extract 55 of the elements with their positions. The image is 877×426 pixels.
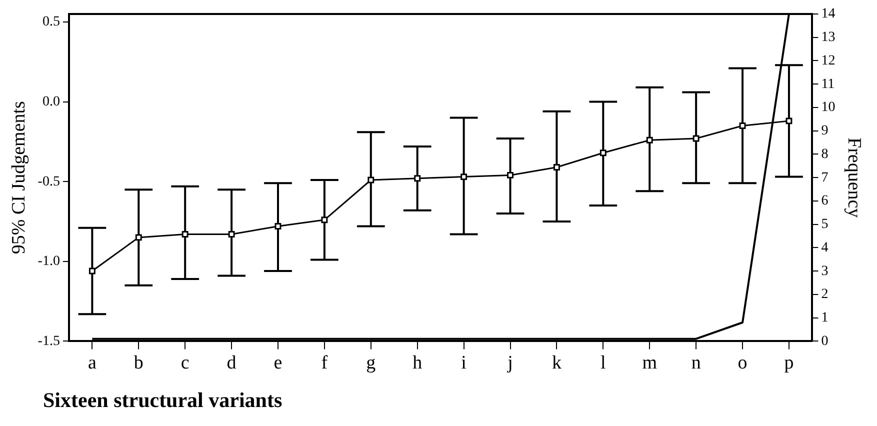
y2-axis-title: Frequency <box>844 138 865 218</box>
y2-tick-label: 8 <box>821 146 828 162</box>
x-tick-label: l <box>600 352 606 374</box>
y2-tick-label: 10 <box>821 100 836 116</box>
x-tick-label: m <box>642 352 658 374</box>
y2-tick-label: 5 <box>821 217 828 232</box>
y2-tick-label: 2 <box>821 287 828 302</box>
x-tick-label: j <box>506 352 513 374</box>
point <box>646 136 653 144</box>
point <box>274 223 282 230</box>
y-tick-label: -1.0 <box>38 254 60 270</box>
y-tick-label: 0.0 <box>42 94 60 110</box>
x-tick-label: b <box>134 352 144 374</box>
x-tick-label: d <box>226 352 237 374</box>
x-tick-label: k <box>552 352 562 374</box>
y2-tick-label: 7 <box>821 170 828 186</box>
point <box>321 216 328 224</box>
x-tick-label: c <box>180 352 190 374</box>
x-tick-label: o <box>738 352 748 374</box>
y2-tick-label: 0 <box>821 334 828 349</box>
point <box>88 268 96 274</box>
y2-tick-label: 3 <box>821 264 828 279</box>
x-tick-label: n <box>691 352 702 374</box>
point <box>692 135 700 142</box>
y-tick-label: -0.5 <box>38 174 60 190</box>
x-tick-label: f <box>321 352 328 374</box>
y2-tick-label: 13 <box>821 30 836 46</box>
point <box>553 164 560 170</box>
point <box>739 122 746 129</box>
point <box>135 234 142 241</box>
x-axis-title: Sixteen structural variants <box>43 388 282 413</box>
x-tick-label: i <box>461 352 466 374</box>
y2-tick-label: 9 <box>821 124 828 139</box>
point <box>600 150 606 156</box>
point <box>414 175 421 182</box>
point <box>368 176 374 184</box>
y2-tick-label: 6 <box>821 194 828 209</box>
y2-tick-label: 14 <box>821 6 836 22</box>
x-tick-label: a <box>88 352 97 374</box>
y-axis-title: 95% CI Judgements <box>8 101 30 254</box>
y2-tick-label: 12 <box>821 53 836 68</box>
point <box>507 172 514 178</box>
y-tick-label: 0.5 <box>42 14 60 30</box>
y-tick-label: -1.5 <box>38 334 60 349</box>
point <box>786 118 792 124</box>
y2-tick-label: 4 <box>821 240 828 256</box>
y2-tick-label: 1 <box>821 310 828 326</box>
point <box>182 231 188 238</box>
point <box>460 174 468 180</box>
x-tick-label: e <box>274 352 282 374</box>
x-tick-label: p <box>784 352 794 374</box>
point <box>228 231 235 238</box>
x-tick-label: g <box>366 352 376 374</box>
x-tick-label: h <box>412 352 423 374</box>
y2-tick-label: 11 <box>821 76 835 92</box>
